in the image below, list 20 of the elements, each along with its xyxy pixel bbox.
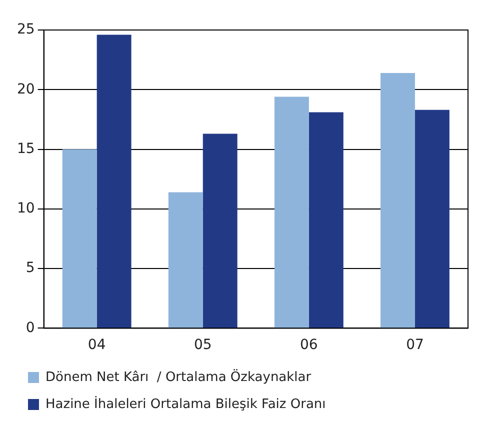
x-tick-label: 05 [194,337,212,354]
bar [62,149,97,328]
y-tick-label: 10 [16,200,35,217]
bar [202,134,238,328]
x-tick-label: 04 [88,337,106,354]
bar [96,34,132,328]
y-tick-label: 5 [26,260,35,276]
legend-label: Dönem Net Kârı / Ortalama Özkaynaklar [46,368,312,385]
bar [168,192,203,328]
y-tick-label: 25 [16,22,35,38]
bar [274,96,309,328]
bar [380,72,415,328]
x-tick-label: 06 [300,337,318,354]
y-tick-label: 20 [16,81,35,98]
y-tick-label: 0 [26,320,35,336]
bar [308,112,344,328]
bar [414,110,450,328]
legend-label: Hazine İhaleleri Ortalama Bileşik Faiz Oranı [46,396,326,412]
y-tick-label: 15 [16,140,35,157]
x-tick-label: 07 [406,337,424,354]
